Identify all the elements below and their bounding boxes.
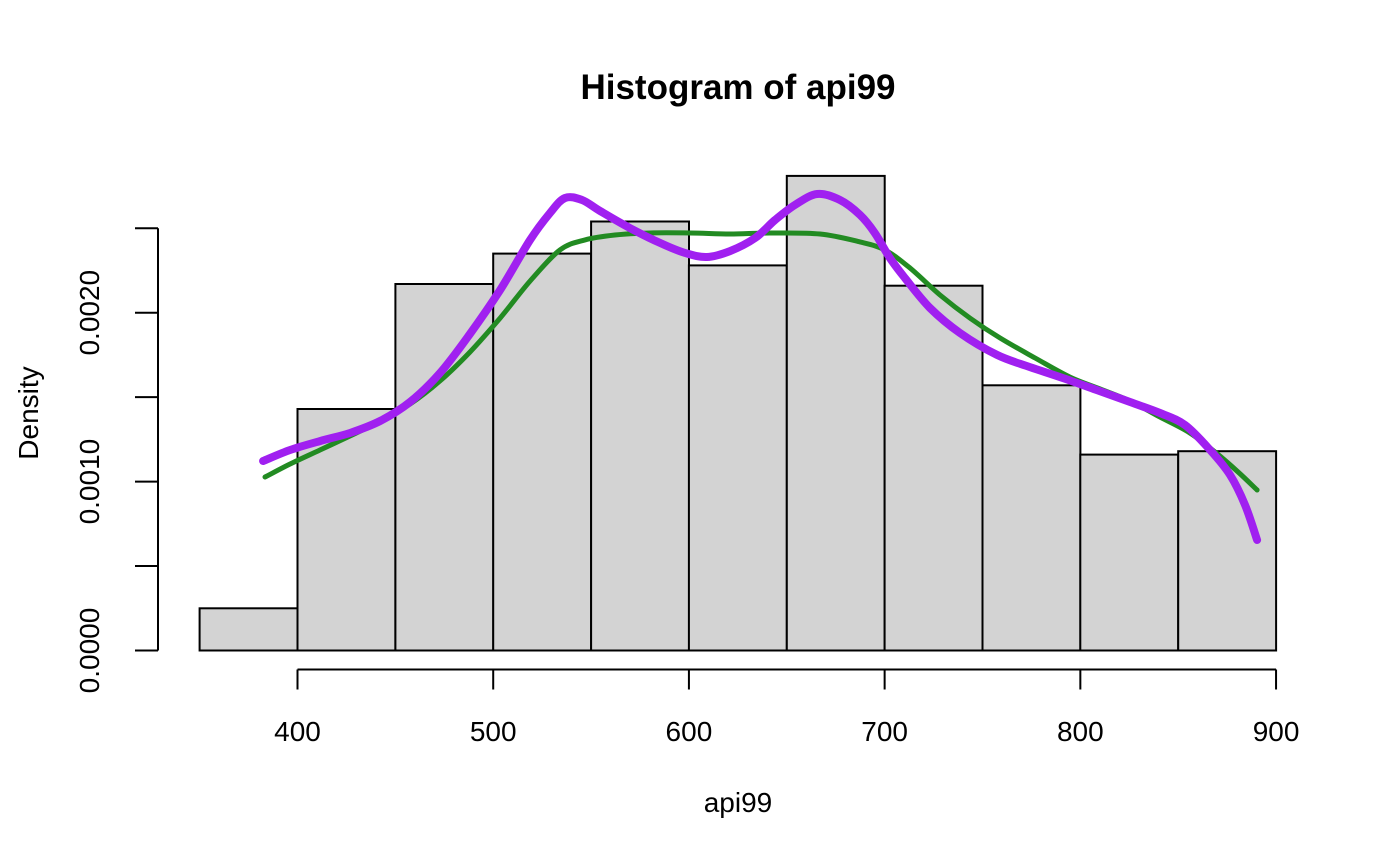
histogram-bar <box>981 384 1082 652</box>
density-curve-purple <box>259 189 1262 544</box>
histogram-bar <box>296 408 397 652</box>
y-axis-tick-label: 0.0020 <box>74 270 105 356</box>
y-axis-tick-label: 0.0000 <box>74 608 105 694</box>
x-axis-tick-label: 500 <box>470 716 517 747</box>
histogram-bar <box>590 220 690 652</box>
histogram-bar <box>198 607 299 652</box>
histogram-bar <box>883 284 984 652</box>
histogram-bar <box>687 264 788 652</box>
x-axis-tick-label: 400 <box>274 716 321 747</box>
y-axis-tick-label: 0.0010 <box>74 439 105 525</box>
chart-title: Histogram of api99 <box>580 68 895 107</box>
x-axis-tick-label: 800 <box>1057 716 1104 747</box>
histogram-bars <box>198 174 1278 652</box>
x-axis-tick-label: 600 <box>666 716 713 747</box>
histogram-bar <box>785 174 886 652</box>
histogram-bar <box>492 252 593 652</box>
y-axis: 0.0000 0.0010 0.0020 <box>74 227 159 694</box>
density-curves <box>259 189 1262 544</box>
x-axis-label: api99 <box>704 787 773 818</box>
x-axis: 400 500 600 700 800 900 <box>274 668 1300 747</box>
histogram-bar <box>1177 450 1278 652</box>
y-axis-label: Density <box>13 366 44 459</box>
histogram-bar <box>1079 453 1180 652</box>
x-axis-tick-label: 700 <box>861 716 908 747</box>
x-axis-tick-label: 900 <box>1253 716 1300 747</box>
